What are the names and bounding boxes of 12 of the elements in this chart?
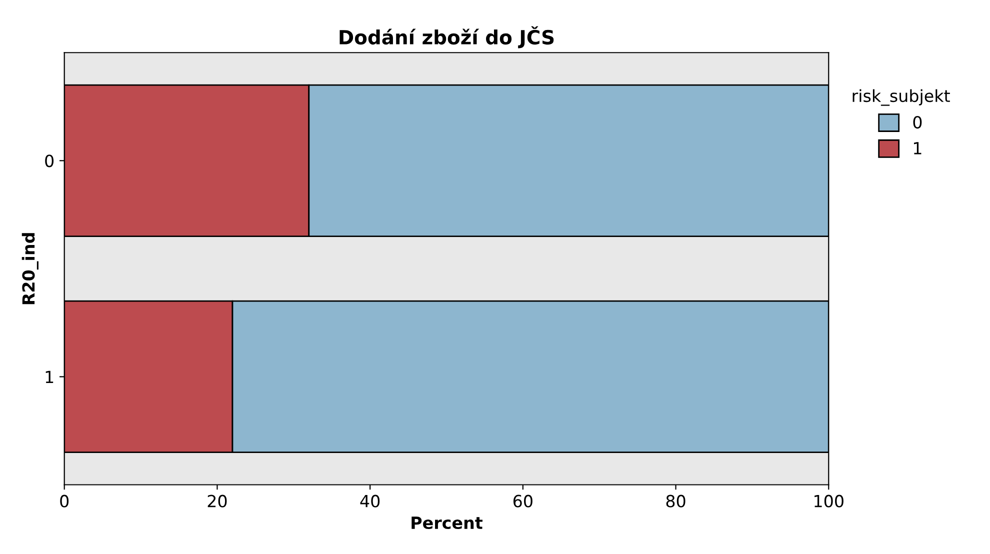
y-axis-title: R20_ind: [22, 233, 38, 304]
x-tick-label: 80: [666, 494, 686, 508]
legend-label: 1: [914, 142, 922, 154]
chart-title: Dodání zboží do JČS: [340, 26, 554, 48]
x-axis-title: Percent: [412, 516, 482, 530]
x-tick-label: 0: [60, 494, 69, 508]
x-tick-label: 60: [513, 494, 532, 508]
legend-title: risk_subjekt: [852, 89, 950, 106]
x-tick-label: 40: [360, 494, 380, 508]
x-tick-label: 20: [208, 494, 227, 508]
legend-label: 0: [913, 116, 922, 129]
x-tick-label: 100: [814, 494, 844, 508]
